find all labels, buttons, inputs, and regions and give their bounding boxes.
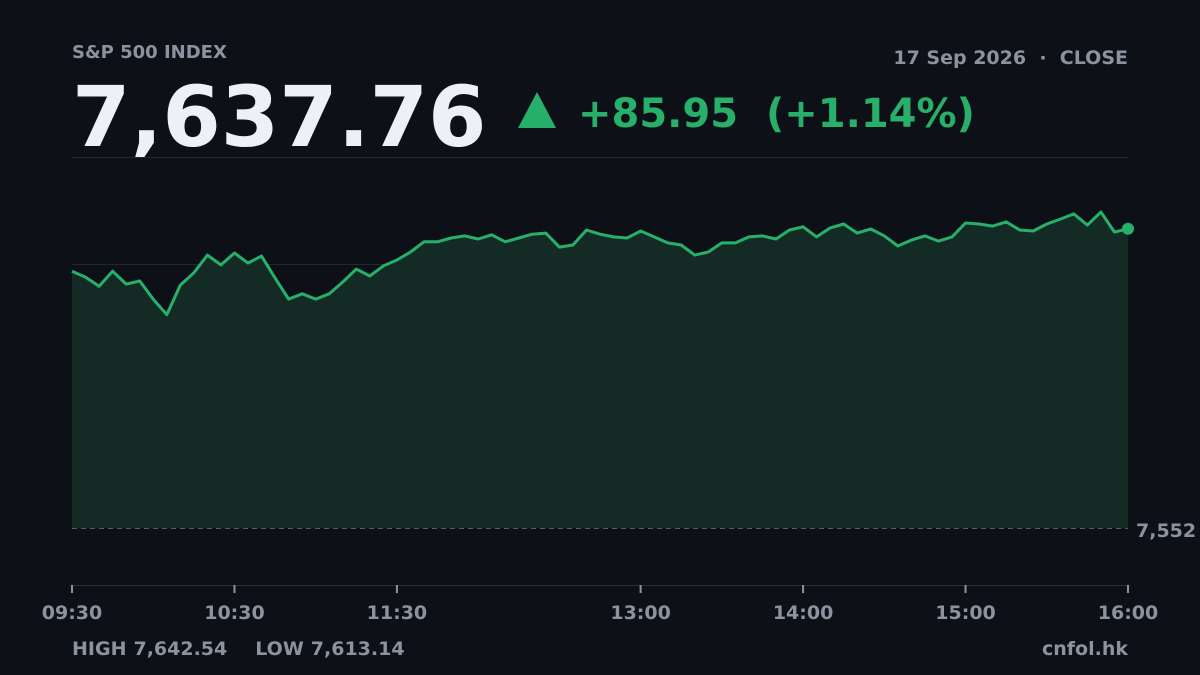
date: 17 Sep 2026 (893, 47, 1026, 69)
low-value: 7,613.14 (311, 638, 405, 660)
x-tick-label: 16:00 (1098, 602, 1158, 624)
reference-label: 7,552 (1136, 520, 1196, 542)
x-tick-label: 09:30 (42, 602, 102, 624)
x-tick-label: 10:30 (204, 602, 264, 624)
status: CLOSE (1060, 47, 1128, 69)
change: +85.95 (578, 91, 738, 137)
x-tick-label: 11:30 (367, 602, 427, 624)
low-label: LOW (255, 638, 304, 660)
last-point (1122, 222, 1134, 235)
price-line (71, 210, 1129, 317)
high-label: HIGH (72, 638, 126, 660)
x-tick-label: 15:00 (935, 602, 995, 624)
area (72, 212, 1128, 529)
change-percent: (+1.14%) (766, 91, 975, 137)
x-tick-label: 14:00 (773, 602, 833, 624)
price: 7,637.76 (72, 68, 487, 166)
x-tick-label: 13:00 (610, 602, 670, 624)
plot (71, 210, 1134, 529)
up-arrow (518, 92, 556, 128)
index-name: S&P 500 INDEX (72, 42, 227, 63)
high-value: 7,642.54 (133, 638, 227, 660)
high-low: HIGH 7,642.54 LOW 7,613.14 (72, 638, 405, 660)
source: cnfol.hk (1042, 638, 1128, 660)
date-status: 17 Sep 2026 · CLOSE (893, 47, 1128, 69)
separator: · (1026, 47, 1060, 69)
